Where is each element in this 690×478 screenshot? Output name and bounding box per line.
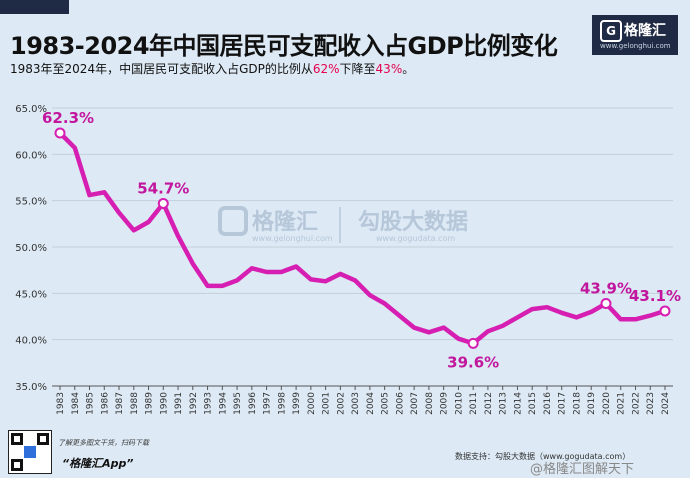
data-label: 43.1% <box>629 287 681 305</box>
line-chart: 格隆汇 www.gelonghui.com 勾股大数据 www.gogudata… <box>15 104 681 415</box>
x-tick-label: 1998 <box>277 392 287 415</box>
x-tick-label: 2022 <box>631 392 641 415</box>
subtitle-start-value: 62% <box>312 62 340 76</box>
series-line <box>57 130 668 346</box>
axis-layer: 65.0% 60.0% 55.0% 50.0% 45.0% 40.0% 35.0% 1983 1… <box>15 104 673 415</box>
qr-code <box>8 430 52 474</box>
x-tick-label: 1988 <box>130 392 140 415</box>
y-tick-label: 35.0% <box>15 382 47 393</box>
subtitle-prefix: 1983年至2024年，中国居民可支配收入占GDP的比例从 <box>10 62 313 76</box>
x-tick-label: 1991 <box>174 392 184 415</box>
x-tick-label: 2017 <box>558 392 568 415</box>
x-tick-label: 2007 <box>410 392 420 415</box>
series-layer <box>54 127 671 349</box>
x-tick-label: 2023 <box>646 392 656 415</box>
data-point-marker <box>54 127 66 139</box>
x-tick-label: 1992 <box>189 392 199 415</box>
x-tick-label: 2011 <box>469 392 479 415</box>
data-point-marker <box>157 197 169 209</box>
y-tick-label: 55.0% <box>15 197 47 208</box>
x-tick-label: 2014 <box>513 392 523 415</box>
y-tick-label: 45.0% <box>15 289 47 300</box>
subtitle-suffix: 。 <box>402 62 415 76</box>
brand-mark-icon: G <box>600 20 622 42</box>
annotation-layer: 62.3% 54.7% 39.6% 43.9%43.1% <box>42 109 681 371</box>
page-subtitle: 1983年至2024年，中国居民可支配收入占GDP的比例从62%下降至43%。 <box>10 60 414 77</box>
weibo-watermark: @格隆汇图解天下 <box>530 462 635 477</box>
x-tick-label: 2010 <box>454 392 464 415</box>
x-tick-label: 2021 <box>617 392 627 415</box>
qr-note: 了解更多图文干货，扫码下载 <box>58 439 149 447</box>
x-tick-label: 1999 <box>292 392 302 415</box>
top-accent-bar <box>0 0 69 14</box>
data-label: 43.9% <box>580 280 632 298</box>
x-tick-label: 1994 <box>218 392 228 415</box>
data-point-marker <box>600 298 612 310</box>
x-tick-label: 2004 <box>366 392 376 415</box>
x-tick-label: 2019 <box>587 392 597 415</box>
x-tick-label: 2001 <box>322 392 332 415</box>
x-tick-label: 2013 <box>499 392 509 415</box>
page-title: 1983-2024年中国居民可支配收入占GDP比例变化 <box>10 32 558 60</box>
x-tick-label: 2000 <box>307 392 317 415</box>
data-label: 54.7% <box>137 179 189 197</box>
x-tick-label: 2002 <box>336 392 346 415</box>
x-tick-label: 1989 <box>145 392 155 415</box>
x-tick-label: 1987 <box>115 392 125 415</box>
brand-name: 格隆汇 <box>624 23 666 39</box>
watermark-partner-url: www.gogudata.com <box>376 234 455 243</box>
watermark-brand-url: www.gelonghui.com <box>252 234 333 243</box>
app-name: “格隆汇App” <box>62 457 134 470</box>
qr-app-icon <box>24 446 36 458</box>
x-tick-label: 2009 <box>440 392 450 415</box>
data-label: 62.3% <box>42 109 94 127</box>
x-tick-label: 1990 <box>159 392 169 415</box>
x-tick-label: 1996 <box>248 392 258 415</box>
subtitle-middle: 下降至 <box>339 62 376 76</box>
x-tick-label: 1986 <box>100 392 110 415</box>
y-tick-label: 65.0% <box>15 104 47 115</box>
watermark-partner: 勾股大数据 <box>358 209 468 235</box>
watermark-logo-icon <box>218 206 248 236</box>
data-source: 数据支持：勾股大数据（www.gogudata.com） <box>455 452 631 461</box>
x-tick-label: 2005 <box>381 392 391 415</box>
x-tick-label: 2012 <box>484 392 494 415</box>
x-tick-label: 2008 <box>425 392 435 415</box>
x-tick-label: 2016 <box>543 392 553 415</box>
watermark-brand: 格隆汇 <box>252 209 318 235</box>
x-tick-label: 1997 <box>263 392 273 415</box>
x-tick-label: 1983 <box>56 392 66 415</box>
x-tick-label: 2006 <box>395 392 405 415</box>
x-tick-label: 2003 <box>351 392 361 415</box>
x-tick-label: 2020 <box>602 392 612 415</box>
data-point-marker <box>659 305 671 317</box>
watermark: 格隆汇 www.gelonghui.com 勾股大数据 www.gogudata… <box>218 206 468 243</box>
y-tick-label: 60.0% <box>15 150 47 161</box>
brand-url: www.gelonghui.com <box>600 42 671 50</box>
brand-logo: G 格隆汇 www.gelonghui.com <box>592 15 678 55</box>
x-tick-label: 2024 <box>661 392 671 415</box>
subtitle-end-value: 43% <box>375 62 403 76</box>
x-tick-label: 1985 <box>86 392 96 415</box>
y-tick-label: 50.0% <box>15 243 47 254</box>
data-point-marker <box>467 337 479 349</box>
x-tick-label: 2015 <box>528 392 538 415</box>
x-tick-label: 2018 <box>572 392 582 415</box>
x-tick-label: 1984 <box>71 392 81 415</box>
y-tick-label: 40.0% <box>15 336 47 347</box>
x-tick-label: 1995 <box>233 392 243 415</box>
grid-layer <box>52 107 673 341</box>
x-tick-label: 1993 <box>204 392 214 415</box>
data-label: 39.6% <box>447 353 499 371</box>
